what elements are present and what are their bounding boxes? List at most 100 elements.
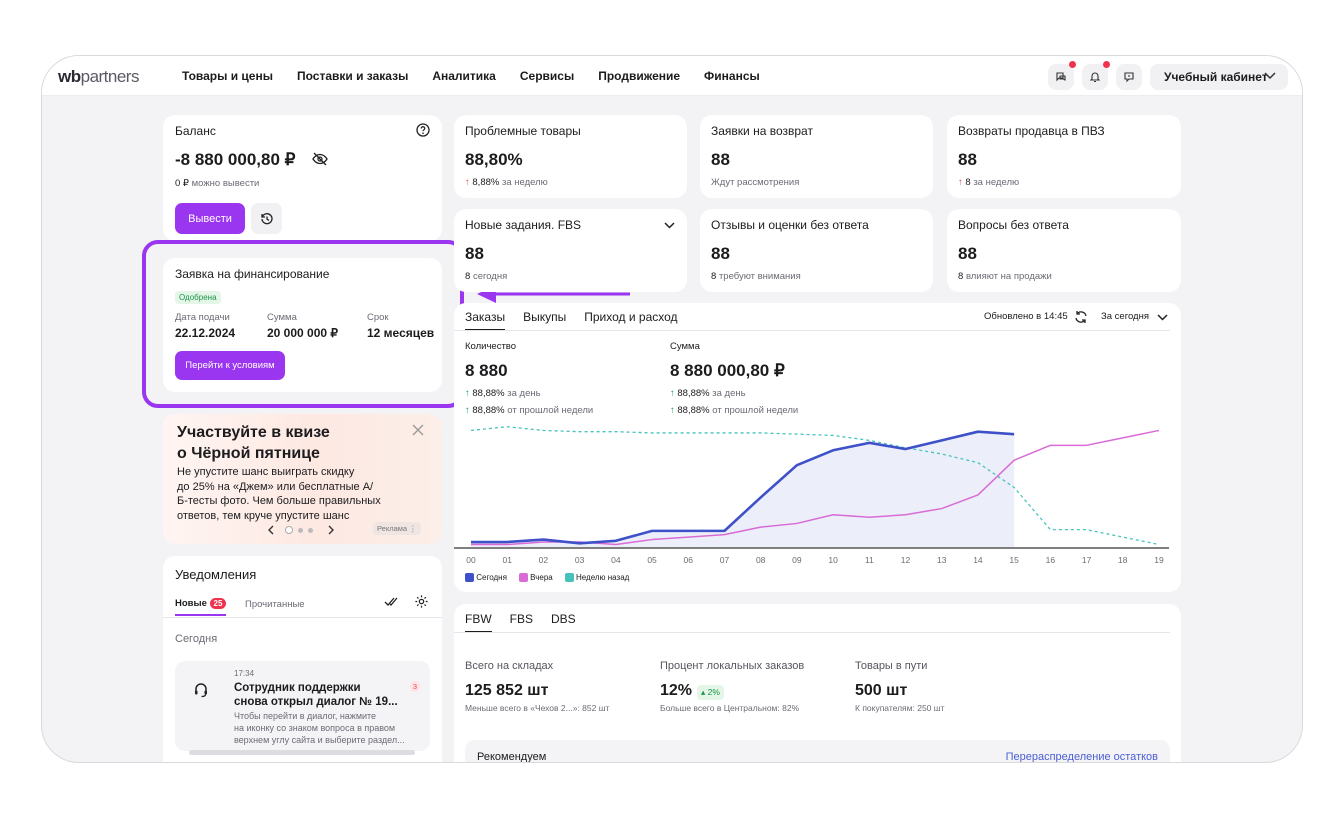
promo-title-line2: о Чёрной пятнице [177, 445, 320, 462]
arrow-up-icon: ↑ [670, 405, 675, 416]
carousel-dots [285, 526, 313, 534]
stat-return-requests[interactable]: Заявки на возврат 88 Ждут рассмотрения [700, 115, 933, 198]
chevron-down-icon [1264, 72, 1276, 80]
withdraw-button[interactable]: Вывести [175, 203, 245, 234]
tab-orders[interactable]: Заказы [465, 310, 506, 331]
chevron-down-icon[interactable] [1157, 314, 1168, 321]
carousel-dot[interactable] [298, 527, 303, 533]
today-area [471, 431, 1015, 547]
tab-buyouts[interactable]: Выкупы [523, 310, 567, 324]
legend-yesterday[interactable]: Вчера [518, 573, 553, 582]
notification-item[interactable]: 17:34 Сотрудник поддержки снова открыл д… [175, 661, 430, 751]
sum-value: 20 000 000 ₽ [267, 326, 339, 340]
notification-time: 17:34 [234, 669, 255, 678]
orders-chart: 00 01 02 03 04 05 06 07 08 09 10 11 12 13 14 15 16 17 18 19 [454, 426, 1169, 565]
x-tick-label: 00 [466, 555, 476, 565]
redistribute-link[interactable]: Перераспределение остатков [1005, 751, 1158, 763]
stock-sub: Меньше всего в «Чехов 2...»: 852 шт [465, 703, 610, 713]
chevron-left-icon[interactable] [267, 525, 275, 535]
stat-problem-products[interactable]: Проблемные товары 88,80% ↑ 8,88% за неде… [454, 115, 687, 198]
chevron-down-icon[interactable] [664, 222, 675, 229]
promo-banner[interactable]: Участвуйте в квизе о Чёрной пятнице Не у… [163, 414, 442, 544]
nav-analytics[interactable]: Аналитика [432, 69, 496, 83]
per-day-label: за день [712, 388, 746, 399]
x-tick-label: 17 [1082, 555, 1092, 565]
chevron-right-icon[interactable] [327, 525, 335, 535]
x-tick-label: 09 [792, 555, 802, 565]
legend-week-ago[interactable]: Неделю назад [564, 573, 629, 582]
withdrawable-amount: 0 ₽ [175, 178, 189, 189]
stat-sub-text: требуют внимания [718, 271, 801, 282]
history-icon [260, 212, 273, 224]
stat-fbs-tasks[interactable]: Новые задания. FBS 88 8 сегодня [454, 209, 687, 292]
nav-services[interactable]: Сервисы [519, 69, 575, 83]
x-tick-label: 08 [756, 555, 766, 565]
status-badge: Одобрена [175, 291, 221, 304]
tab-fbw[interactable]: FBW [465, 612, 492, 633]
close-icon[interactable] [412, 424, 424, 436]
notification-text-line1: Чтобы перейти в диалог, нажмите [234, 711, 377, 721]
section-today: Сегодня [175, 633, 218, 645]
stat-title: Возвраты продавца в ПВЗ [958, 124, 1105, 138]
logo[interactable]: wbpartners [58, 67, 139, 87]
stat-unanswered-reviews[interactable]: Отзывы и оценки без ответа 88 8 требуют … [700, 209, 933, 292]
refresh-icon[interactable] [1074, 310, 1088, 324]
tab-new[interactable]: Новые 25 [175, 598, 227, 616]
tabs-divider [454, 632, 1170, 633]
stat-unanswered-questions[interactable]: Вопросы без ответа 88 8 влияют на продаж… [947, 209, 1181, 292]
notifications-button[interactable] [1082, 61, 1110, 90]
chat-button[interactable] [1048, 61, 1076, 90]
scrollbar[interactable] [189, 750, 415, 755]
orders-card: Заказы Выкупы Приход и расход Обновлено … [454, 303, 1181, 592]
financing-title: Заявка на финансирование [175, 267, 330, 281]
stat-title: Отзывы и оценки без ответа [711, 218, 869, 232]
legend-today[interactable]: Сегодня [465, 573, 507, 582]
sum-label: Сумма [267, 312, 297, 323]
tab-dbs[interactable]: DBS [551, 612, 576, 626]
logo-text: partners [80, 67, 140, 86]
tab-fbs[interactable]: FBS [509, 612, 534, 626]
history-button[interactable] [251, 203, 282, 234]
per-week-label: от прошлой недели [712, 405, 799, 416]
promo-text-line2: до 25% на «Джем» или бесплатные А/ [177, 480, 374, 493]
stat-value: 88 [711, 244, 730, 263]
stat-title: Новые задания. FBS [465, 218, 582, 232]
period-selector[interactable]: За сегодня [1101, 311, 1149, 322]
app-window: wbpartners Товары и цены Поставки и зака… [41, 55, 1303, 763]
notification-title-line2: снова открыл диалог № 19... [234, 696, 398, 708]
nav-products[interactable]: Товары и цены [182, 69, 273, 83]
stat-value: 88,80% [465, 150, 523, 169]
balance-value: -8 880 000,80 ₽ [175, 150, 296, 169]
gear-icon[interactable] [414, 594, 429, 609]
tabs-divider [454, 330, 1170, 331]
hide-balance-icon[interactable] [312, 152, 328, 166]
carousel-dot[interactable] [308, 527, 313, 533]
nav-promotion[interactable]: Продвижение [598, 69, 681, 83]
x-tick-label: 12 [901, 555, 911, 565]
cabinet-label: Учебный кабинет [1164, 70, 1268, 84]
updated-time: Обновлено в 14:45 [984, 311, 1068, 322]
sum-week-change: 88,88% [677, 405, 710, 416]
sum-label: Сумма [670, 341, 700, 352]
cabinet-selector[interactable]: Учебный кабинет [1150, 64, 1288, 90]
mark-all-read-icon[interactable] [384, 596, 398, 608]
promo-text-line4: ответов, тем круче упустите шанс [177, 509, 350, 522]
nav-finance[interactable]: Финансы [704, 69, 760, 83]
help-icon[interactable] [416, 123, 430, 137]
sum-value: 8 880 000,80 ₽ [670, 361, 785, 380]
stat-seller-returns[interactable]: Возвраты продавца в ПВЗ 88 ↑ 8 за неделю [947, 115, 1181, 198]
go-to-terms-button[interactable]: Перейти к условиям [175, 351, 285, 380]
x-tick-label: 03 [575, 555, 585, 565]
chat-icon [1056, 72, 1066, 82]
logo-bold: wb [58, 67, 81, 86]
x-tick-label: 06 [684, 555, 694, 565]
tab-read[interactable]: Прочитанные [245, 599, 305, 610]
stat-sub-text: за неделю [501, 177, 548, 188]
nav-supplies[interactable]: Поставки и заказы [296, 69, 409, 83]
tab-income-expense[interactable]: Приход и расход [584, 310, 678, 324]
feedback-button[interactable] [1116, 64, 1142, 90]
carousel-dot-active[interactable] [285, 526, 293, 534]
date-value: 22.12.2024 [175, 326, 236, 340]
stat-sub-value: 8 [965, 177, 971, 188]
balance-title: Баланс [175, 124, 216, 138]
